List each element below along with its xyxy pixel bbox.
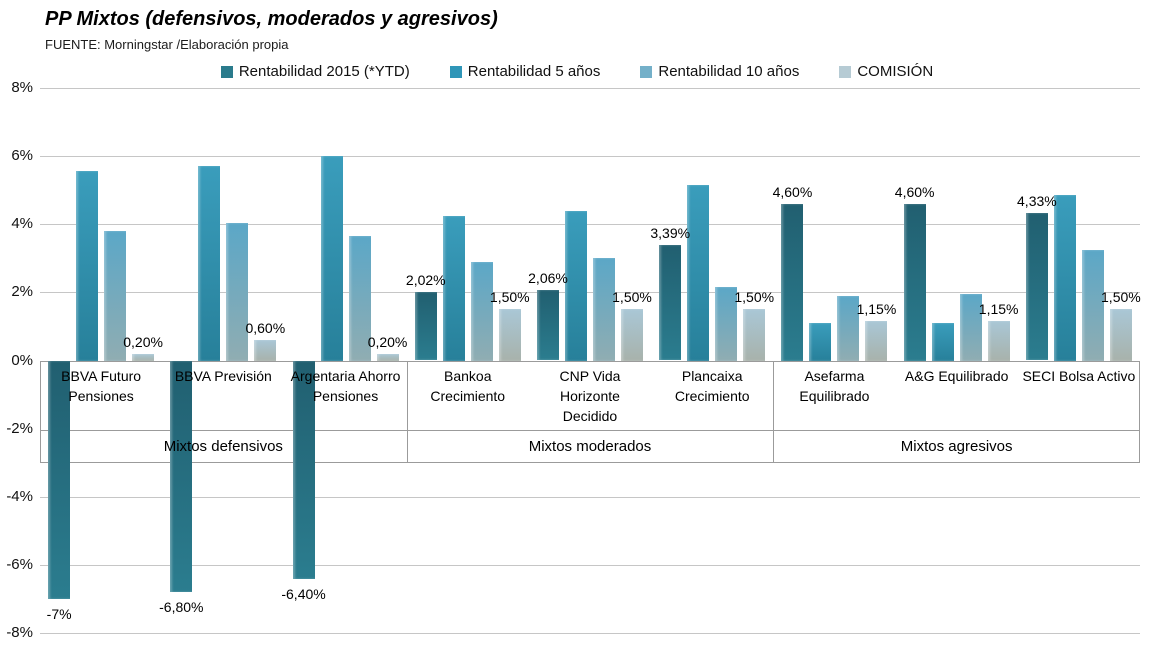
legend-swatch-rentabilidad-10: [640, 65, 653, 78]
bar-series1-cat2: [170, 360, 193, 593]
bar-series1-cat5: [537, 290, 559, 361]
bar-series2-cat2: [198, 166, 221, 361]
y-axis-tick-label: 4%: [11, 215, 33, 233]
bar-series4-cat6: [743, 309, 766, 361]
data-label: -6,80%: [159, 599, 204, 616]
plot-area: Mixtos defensivos Mixtos moderados Mixtos …: [40, 88, 1141, 634]
gridline: [40, 224, 1140, 226]
bar-series2-cat8: [931, 323, 954, 361]
data-label: -7%: [46, 605, 72, 622]
legend-swatch-rentabilidad-5: [449, 65, 462, 78]
legend: Rentabilidad 2015 (*YTD) Rentabilidad 5 …: [0, 63, 1154, 80]
y-axis-tick-label: 2%: [11, 283, 33, 301]
y-axis-tick-label: -4%: [6, 487, 33, 505]
bar-series3-cat2: [226, 222, 249, 361]
legend-swatch-comision: [839, 65, 852, 78]
bar-series2-cat9: [1053, 195, 1076, 361]
bar-series4-cat2: [254, 340, 277, 361]
bar-series2-cat1: [76, 171, 99, 361]
bar-series4-cat3: [376, 353, 399, 361]
legend-item-rentabilidad-5: Rentabilidad 5 años: [449, 63, 601, 80]
data-label: 4,60%: [894, 183, 935, 200]
bar-series1-cat1: [48, 360, 71, 599]
bar-series3-cat6: [715, 287, 738, 361]
bar-series4-cat4: [498, 309, 521, 361]
bar-series1-cat3: [292, 360, 315, 579]
y-axis-tick-label: 6%: [11, 147, 33, 165]
y-axis-tick-label: 8%: [11, 79, 33, 96]
bar-series2-cat4: [442, 215, 465, 361]
gridline: [40, 496, 1140, 498]
bar-series1-cat6: [659, 245, 682, 361]
gridline: [40, 633, 1140, 634]
bar-series3-cat4: [470, 261, 493, 361]
gridline: [40, 564, 1140, 566]
legend-label-rentabilidad-5: Rentabilidad 5 años: [467, 63, 601, 80]
bar-series3-cat1: [104, 231, 127, 361]
bar-series3-cat3: [348, 236, 371, 361]
bar-series2-cat7: [809, 323, 832, 361]
group-separator-line: [773, 360, 775, 463]
bar-series3-cat9: [1081, 249, 1104, 361]
bar-series4-cat1: [132, 353, 155, 361]
category-axis-strip: [40, 360, 1140, 463]
bar-series4-cat8: [987, 321, 1010, 361]
bar-series4-cat9: [1109, 309, 1132, 361]
y-axis-tick-label: -8%: [6, 624, 33, 641]
bar-series4-cat7: [865, 321, 888, 361]
legend-label-comision: COMISIÓN: [857, 63, 934, 80]
bar-series2-cat5: [565, 210, 587, 361]
bar-series3-cat5: [593, 258, 615, 361]
bar-series1-cat7: [781, 203, 804, 361]
bar-series2-cat3: [320, 156, 343, 361]
gridline: [40, 156, 1140, 158]
bar-series2-cat6: [687, 185, 710, 361]
bar-series1-cat4: [414, 291, 437, 361]
legend-item-rentabilidad-10: Rentabilidad 10 años: [640, 63, 799, 80]
chart-title: PP Mixtos (defensivos, moderados y agres…: [45, 8, 498, 30]
data-label: -6,40%: [281, 585, 326, 602]
gridline: [40, 88, 1140, 89]
bar-series1-cat8: [903, 203, 926, 361]
bar-series3-cat7: [837, 295, 860, 361]
gridline: [40, 292, 1140, 294]
bar-series4-cat5: [621, 309, 643, 361]
bar-series1-cat9: [1025, 213, 1048, 361]
y-axis-tick-label: 0%: [11, 351, 33, 369]
bar-series3-cat8: [959, 294, 982, 361]
y-axis-tick-label: -2%: [6, 419, 33, 437]
category-group-divider: [40, 429, 1140, 431]
legend-item-rentabilidad-2015: Rentabilidad 2015 (*YTD): [220, 63, 410, 80]
legend-item-comision: COMISIÓN: [839, 63, 933, 80]
data-label: 4,60%: [772, 183, 813, 200]
group-separator-line: [406, 360, 408, 463]
legend-label-rentabilidad-10: Rentabilidad 10 años: [658, 63, 800, 80]
legend-label-rentabilidad-2015: Rentabilidad 2015 (*YTD): [238, 63, 410, 80]
legend-swatch-rentabilidad-2015: [220, 65, 233, 78]
y-axis-tick-label: -6%: [6, 555, 33, 573]
chart-source: FUENTE: Morningstar /Elaboración propia: [45, 37, 289, 52]
